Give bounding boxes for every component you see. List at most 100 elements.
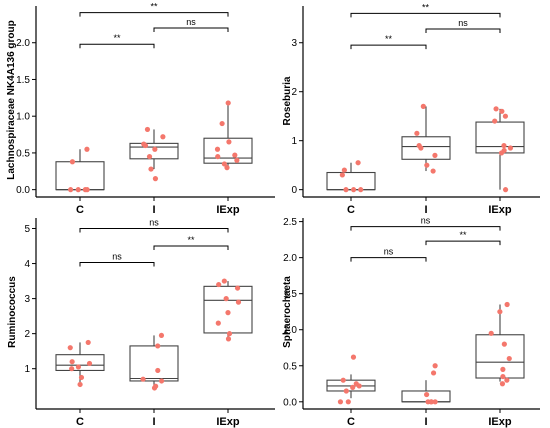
data-point <box>141 141 147 147</box>
data-point <box>219 120 225 127</box>
data-point <box>155 343 161 349</box>
significance-label: ** <box>187 235 195 245</box>
significance-bracket <box>350 226 501 231</box>
category-label: C <box>347 204 355 216</box>
data-point <box>432 152 438 158</box>
data-point <box>500 373 506 380</box>
data-point <box>353 381 359 387</box>
significance-bracket <box>79 43 155 49</box>
significance-bracket <box>79 262 155 267</box>
y-axis-title: Lachnospiraceae NK4A136 group <box>6 20 17 180</box>
significance-label: ** <box>113 33 121 43</box>
data-point <box>493 106 499 112</box>
data-point <box>499 108 505 114</box>
data-point <box>504 377 510 383</box>
y-tick-label: 0.0 <box>16 185 30 196</box>
significance-bracket <box>153 27 229 33</box>
data-point <box>84 146 90 152</box>
box-C <box>326 162 376 191</box>
significance-label: ns <box>384 247 394 257</box>
data-point <box>144 126 151 133</box>
data-point <box>232 152 238 158</box>
category-label: I <box>424 204 427 216</box>
y-tick-label: 2.5 <box>283 217 297 228</box>
box-body <box>475 334 525 379</box>
chart-panel-3: 1 2 3 4 5 C I IExp Ruminococcus ns ns ** <box>7 218 275 428</box>
data-point <box>225 100 231 106</box>
significance-label: ** <box>150 2 158 12</box>
box-body <box>203 285 253 334</box>
data-point <box>215 320 221 326</box>
box-I <box>401 380 451 403</box>
y-tick-label: 2.0 <box>283 253 297 264</box>
data-point <box>75 187 81 193</box>
data-point <box>499 381 506 387</box>
significance-bracket <box>350 12 501 18</box>
data-point <box>345 399 351 405</box>
box-C <box>55 149 105 191</box>
data-point <box>424 391 430 398</box>
y-tick-label: 1.5 <box>16 75 30 86</box>
data-point <box>428 399 434 405</box>
y-tick-label: 2 <box>291 87 297 98</box>
box-IExp <box>475 304 525 382</box>
significance-bracket <box>425 240 501 246</box>
data-point <box>350 187 357 193</box>
data-point <box>506 355 512 362</box>
data-point <box>340 377 346 383</box>
data-point <box>350 384 356 390</box>
y-tick-label: 3 <box>24 294 30 305</box>
data-point <box>235 299 242 305</box>
box-body <box>55 161 105 191</box>
data-point <box>507 145 514 151</box>
data-point <box>224 165 230 171</box>
significance-bracket <box>79 228 229 233</box>
category-label: I <box>424 416 427 428</box>
y-tick-label: 2 <box>24 329 30 340</box>
data-point <box>502 187 509 193</box>
box-C <box>55 342 105 383</box>
significance-label: ns <box>458 18 468 28</box>
box-body <box>475 121 525 154</box>
category-label: C <box>76 204 84 216</box>
box-body <box>55 354 105 371</box>
significance-bracket <box>153 245 229 251</box>
data-point <box>350 354 357 360</box>
data-point <box>148 166 154 172</box>
box-body <box>129 345 179 382</box>
data-point <box>500 366 506 372</box>
data-point <box>226 331 233 337</box>
data-point <box>77 381 83 388</box>
data-point <box>84 187 90 193</box>
data-point <box>414 130 420 136</box>
data-point <box>234 285 241 291</box>
data-point <box>155 367 161 374</box>
data-point <box>85 339 91 346</box>
y-axis-title: Ruminococcus <box>7 276 18 348</box>
significance-label: ** <box>422 2 430 12</box>
data-point <box>337 399 344 405</box>
data-point <box>153 383 159 389</box>
y-axis-title: Roseburia <box>282 76 293 125</box>
data-point <box>430 370 437 376</box>
significance-label: ** <box>385 34 393 44</box>
data-point <box>488 330 494 336</box>
significance-label: ns <box>186 17 196 27</box>
data-point <box>501 142 507 149</box>
data-point <box>497 309 503 315</box>
data-point <box>69 359 75 365</box>
box-body <box>326 171 376 191</box>
significance-label: ** <box>459 230 467 240</box>
data-point <box>69 159 76 165</box>
data-point <box>432 399 438 405</box>
data-point <box>215 153 221 160</box>
data-point <box>78 374 85 381</box>
data-point <box>501 147 507 154</box>
data-point <box>158 332 165 339</box>
significance-label: ns <box>421 216 431 226</box>
data-point <box>160 134 166 140</box>
significance-bracket <box>350 44 427 50</box>
data-point <box>67 345 73 351</box>
category-label: I <box>152 416 155 428</box>
